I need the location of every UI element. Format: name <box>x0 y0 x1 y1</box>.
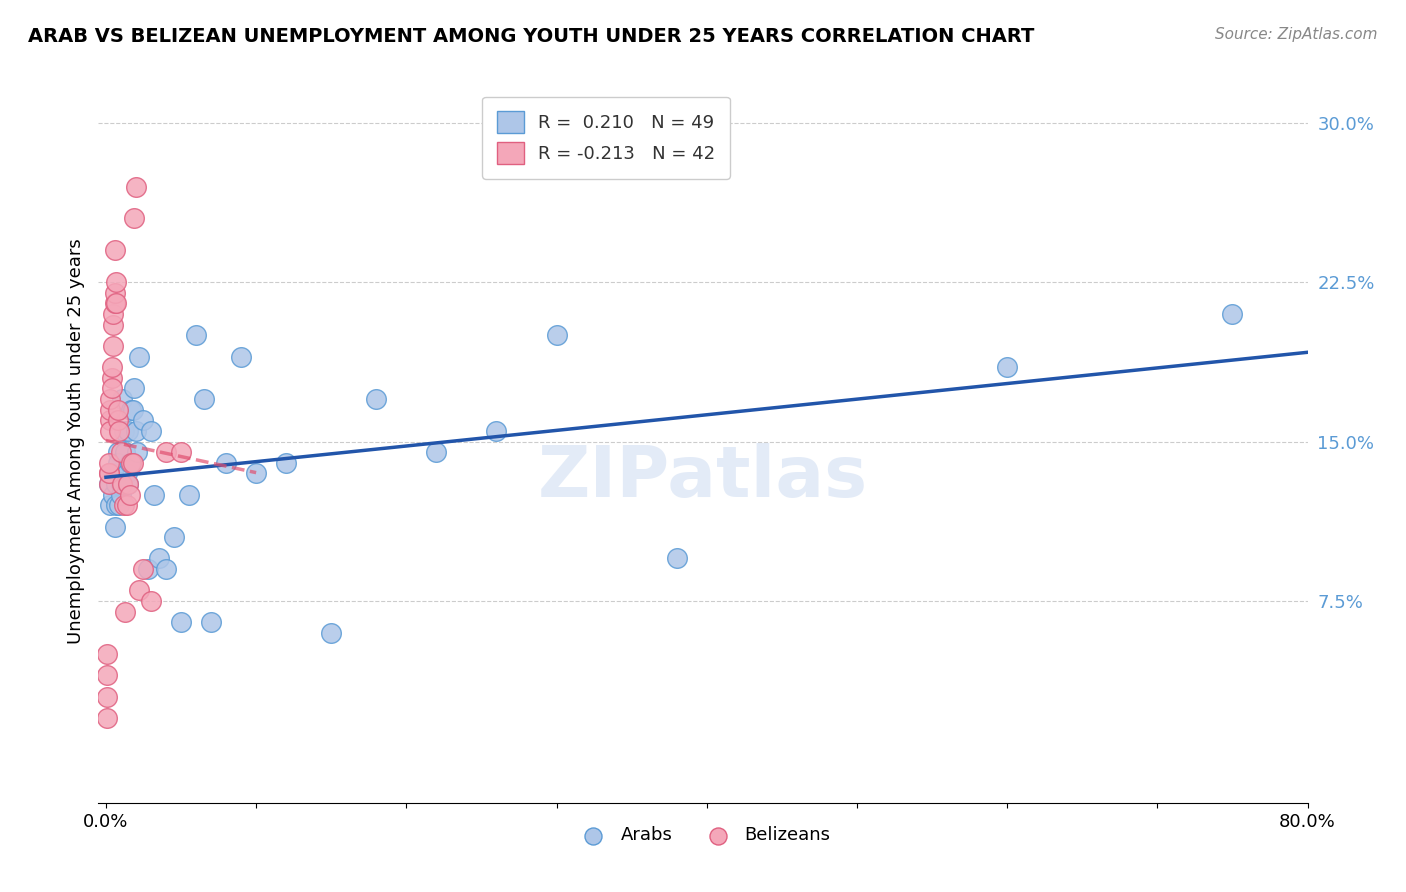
Point <box>114 445 136 459</box>
Point <box>125 424 148 438</box>
Point <box>110 477 132 491</box>
Point <box>136 562 159 576</box>
Point <box>132 413 155 427</box>
Point <box>105 498 128 512</box>
Point <box>366 392 388 406</box>
Point <box>117 477 139 491</box>
Point <box>114 605 136 619</box>
Point <box>97 477 120 491</box>
Point <box>177 488 200 502</box>
Point <box>111 392 134 406</box>
Point <box>104 244 127 258</box>
Point <box>111 477 134 491</box>
Point <box>104 285 127 300</box>
Point <box>184 328 207 343</box>
Point <box>97 467 120 481</box>
Point <box>101 371 124 385</box>
Point <box>485 424 508 438</box>
Point <box>121 456 143 470</box>
Point <box>101 360 124 375</box>
Point <box>100 424 122 438</box>
Point <box>96 690 118 704</box>
Point <box>108 498 131 512</box>
Point <box>229 350 252 364</box>
Point <box>321 625 343 640</box>
Point <box>995 360 1018 375</box>
Point <box>107 456 129 470</box>
Point <box>122 456 145 470</box>
Point <box>155 445 177 459</box>
Point <box>103 318 125 332</box>
Point <box>103 488 125 502</box>
Point <box>124 381 146 395</box>
Point <box>107 445 129 459</box>
Point <box>103 307 125 321</box>
Point <box>546 328 568 343</box>
Point <box>245 467 267 481</box>
Point <box>155 562 177 576</box>
Point <box>170 445 193 459</box>
Point <box>118 456 141 470</box>
Point <box>101 381 124 395</box>
Point <box>117 477 139 491</box>
Y-axis label: Unemployment Among Youth under 25 years: Unemployment Among Youth under 25 years <box>66 239 84 644</box>
Point <box>117 424 139 438</box>
Point <box>425 445 447 459</box>
Point <box>97 477 120 491</box>
Point <box>115 467 138 481</box>
Point <box>115 498 138 512</box>
Point <box>103 339 125 353</box>
Point <box>97 456 120 470</box>
Point <box>103 467 125 481</box>
Point <box>124 211 146 226</box>
Point <box>1222 307 1244 321</box>
Point <box>118 488 141 502</box>
Point <box>112 498 135 512</box>
Point <box>193 392 215 406</box>
Point <box>104 519 127 533</box>
Point <box>112 424 135 438</box>
Point <box>97 467 120 481</box>
Point <box>170 615 193 630</box>
Point <box>110 488 132 502</box>
Point <box>104 296 127 310</box>
Point <box>162 530 184 544</box>
Point <box>148 551 170 566</box>
Text: ZIPatlas: ZIPatlas <box>538 443 868 512</box>
Point <box>128 350 150 364</box>
Point <box>100 413 122 427</box>
Point <box>96 711 118 725</box>
Point <box>100 498 122 512</box>
Point <box>122 402 145 417</box>
Point <box>125 179 148 194</box>
Point <box>215 456 238 470</box>
Point <box>127 445 149 459</box>
Point <box>105 477 128 491</box>
Point <box>276 456 298 470</box>
Point <box>105 296 128 310</box>
Point <box>107 413 129 427</box>
Point <box>107 402 129 417</box>
Point <box>96 668 118 682</box>
Legend: Arabs, Belizeans: Arabs, Belizeans <box>568 819 838 852</box>
Point <box>132 562 155 576</box>
Point <box>108 424 131 438</box>
Point <box>105 275 128 289</box>
Point <box>200 615 222 630</box>
Point <box>139 424 162 438</box>
Text: Source: ZipAtlas.com: Source: ZipAtlas.com <box>1215 27 1378 42</box>
Point <box>128 583 150 598</box>
Point <box>110 445 132 459</box>
Point <box>100 392 122 406</box>
Point <box>100 402 122 417</box>
Point <box>121 402 143 417</box>
Point <box>143 488 166 502</box>
Point <box>139 594 162 608</box>
Text: ARAB VS BELIZEAN UNEMPLOYMENT AMONG YOUTH UNDER 25 YEARS CORRELATION CHART: ARAB VS BELIZEAN UNEMPLOYMENT AMONG YOUT… <box>28 27 1035 45</box>
Point <box>96 647 118 661</box>
Point <box>665 551 688 566</box>
